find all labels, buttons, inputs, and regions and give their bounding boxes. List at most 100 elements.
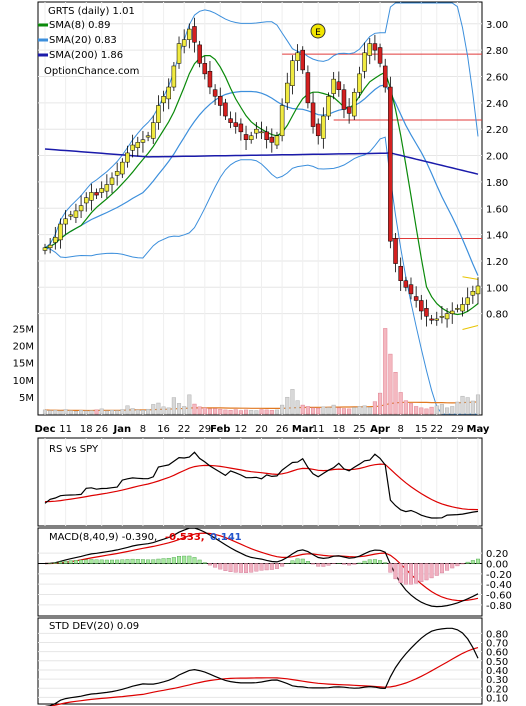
price-tick-label: 2.00 <box>486 152 508 163</box>
date-tick-label: Dec <box>34 424 55 435</box>
volume-bar <box>218 408 223 415</box>
volume-bar <box>408 403 414 415</box>
macd-histogram-bar <box>465 561 470 564</box>
candle-body <box>53 236 58 243</box>
candle-body <box>310 102 316 127</box>
sma200-line <box>44 148 479 175</box>
volume-bar <box>213 408 218 415</box>
candle-body <box>207 70 213 88</box>
volume-bar <box>156 402 161 415</box>
price-tick-label: 0.80 <box>486 310 508 321</box>
macd-histogram-bar <box>233 563 238 573</box>
volume-bar <box>285 396 290 415</box>
candle-body <box>259 131 264 134</box>
date-tick-label: Jan <box>113 424 132 435</box>
candle-body <box>63 218 68 225</box>
macd-histogram-bar <box>182 555 187 564</box>
volume-bar <box>398 392 403 415</box>
stddev-line <box>44 627 479 706</box>
volume-bar <box>280 404 285 415</box>
volume-bar <box>109 409 115 415</box>
candle-body <box>89 192 94 201</box>
date-tick-label: 16 <box>157 424 170 435</box>
macd-histogram-bar <box>269 563 274 570</box>
chart-title: GRTS (daily) 1.01 <box>48 6 135 17</box>
volume-tick-label: 15M <box>13 359 34 370</box>
candle-body <box>444 313 450 320</box>
date-tick-label: 29 <box>451 424 464 435</box>
macd-histogram-bar <box>300 558 305 564</box>
candle-body <box>47 244 53 249</box>
candle-body <box>269 136 275 143</box>
macd-histogram-bar <box>445 563 450 571</box>
sma20-line <box>44 84 479 276</box>
volume-bar <box>58 410 63 415</box>
macd-histogram-bar <box>228 563 233 572</box>
macd-histogram-bar <box>424 563 429 581</box>
volume-bar <box>130 408 135 415</box>
volume-bar <box>243 409 249 415</box>
candle-body <box>315 123 321 137</box>
candle-body <box>377 47 383 64</box>
macd-histogram-bar <box>197 559 202 564</box>
volume-bar <box>68 410 73 415</box>
volume-bar <box>316 407 321 415</box>
volume-bar <box>249 409 254 415</box>
projection-upper-line <box>462 276 479 280</box>
candle-body <box>166 86 171 100</box>
volume-bar <box>233 409 238 415</box>
volume-tick-label: 25M <box>13 324 34 335</box>
date-tick-label: 26 <box>95 424 108 435</box>
volume-bar <box>99 408 104 415</box>
macd-histogram-bar <box>414 563 419 584</box>
macd-histogram-bar <box>58 561 63 564</box>
volume-bar <box>434 405 439 415</box>
price-tick-label: 2.40 <box>486 99 508 110</box>
candle-body <box>413 296 419 301</box>
volume-bar <box>403 400 408 415</box>
candle-body <box>233 122 238 127</box>
candle-body <box>357 73 362 93</box>
volume-bar <box>151 404 156 415</box>
candle-body <box>243 134 249 140</box>
date-tick-label: Mar <box>292 424 314 435</box>
macd-histogram-bar <box>274 563 279 569</box>
volume-bar <box>171 397 176 415</box>
candle-body <box>99 188 104 193</box>
candle-body <box>264 131 269 140</box>
date-tick-label: 20 <box>255 424 268 435</box>
volume-bar <box>94 409 99 415</box>
stddev-tick-label: 0.80 <box>486 629 508 640</box>
macd-histogram-bar <box>326 563 331 566</box>
date-tick-label: 12 <box>235 424 248 435</box>
candle-body <box>223 102 228 117</box>
date-tick-label: 11 <box>59 424 72 435</box>
macd-histogram-bar <box>311 563 316 565</box>
candle-body <box>83 197 89 204</box>
macd-tick-label: -0.20 <box>486 570 512 581</box>
candle-body <box>114 171 120 176</box>
candle-body <box>403 280 409 288</box>
volume-bar <box>79 409 84 415</box>
macd-histogram-bar <box>161 558 166 564</box>
volume-bar <box>347 408 352 415</box>
stddev-tick-label: 0.50 <box>486 657 508 668</box>
volume-bar <box>388 353 393 415</box>
macd-histogram-bar <box>192 557 197 564</box>
candle-body <box>285 82 290 104</box>
volume-bar <box>424 408 429 415</box>
volume-bar <box>42 409 48 415</box>
volume-bar <box>378 392 383 415</box>
macd-line <box>44 527 479 608</box>
candle-body <box>187 28 192 40</box>
candle-body <box>254 128 259 134</box>
macd-histogram-bar <box>68 560 73 564</box>
volume-bar <box>274 409 280 415</box>
candle-body <box>439 316 445 318</box>
earnings-marker-icon[interactable] <box>310 23 326 39</box>
macd-histogram-bar <box>383 562 388 564</box>
macd-histogram-bar <box>398 563 403 584</box>
candle-body <box>346 106 352 114</box>
candle-body <box>248 135 254 140</box>
macd-histogram-bar <box>450 563 455 569</box>
